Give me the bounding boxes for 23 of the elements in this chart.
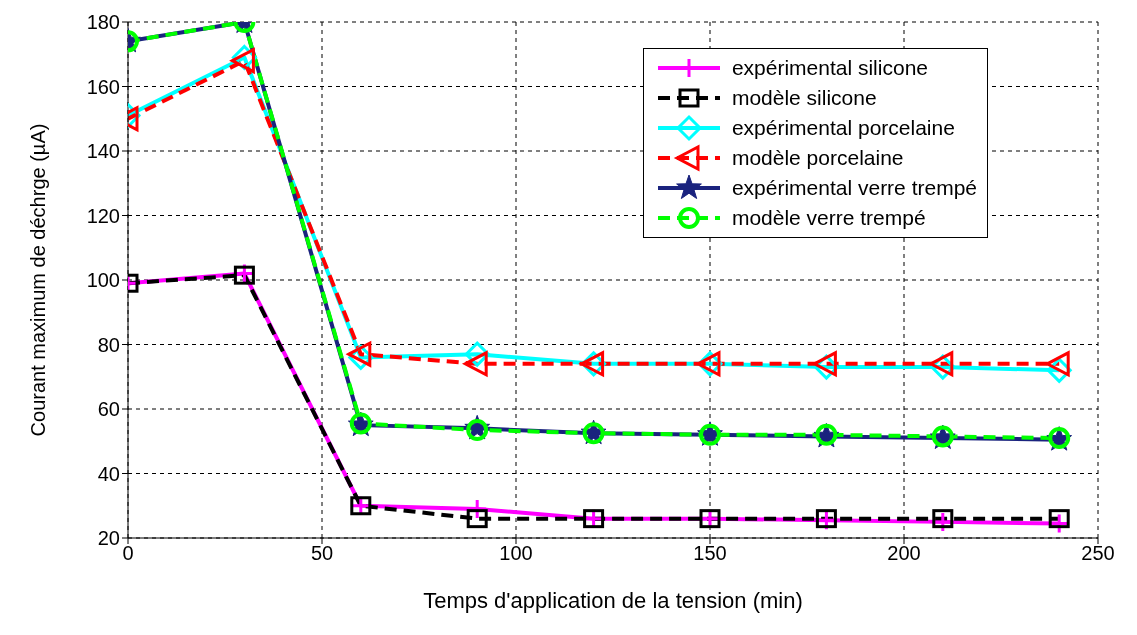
y-tick-label: 20: [97, 527, 120, 550]
legend-label: expérimental silicone: [731, 56, 928, 80]
y-tick-label: 100: [86, 269, 120, 292]
x-tick-label: 200: [887, 542, 921, 565]
legend-label: modèle porcelaine: [731, 146, 904, 170]
y-tick-label: 120: [86, 204, 120, 227]
legend-label: expérimental porcelaine: [731, 116, 955, 140]
legend-label: modèle verre trempé: [731, 206, 926, 230]
y-tick-label: 40: [97, 462, 120, 485]
y-tick-label: 140: [86, 140, 120, 163]
y-tick-label: 180: [86, 11, 120, 34]
y-axis-title: Courant maximum de déchrge (µA): [27, 123, 50, 437]
legend-label: modèle silicone: [731, 86, 877, 110]
y-tick-label: 60: [97, 398, 120, 421]
x-tick-label: 100: [499, 542, 533, 565]
y-tick-label: 80: [97, 333, 120, 356]
x-tick-label: 0: [122, 542, 134, 565]
x-tick-label: 150: [693, 542, 727, 565]
x-axis-title: Temps d'application de la tension (min): [423, 588, 803, 613]
y-tick-label: 160: [86, 75, 120, 98]
x-tick-label: 250: [1081, 542, 1115, 565]
legend-label: expérimental verre trempé: [731, 176, 977, 200]
x-tick-label: 50: [310, 542, 334, 565]
